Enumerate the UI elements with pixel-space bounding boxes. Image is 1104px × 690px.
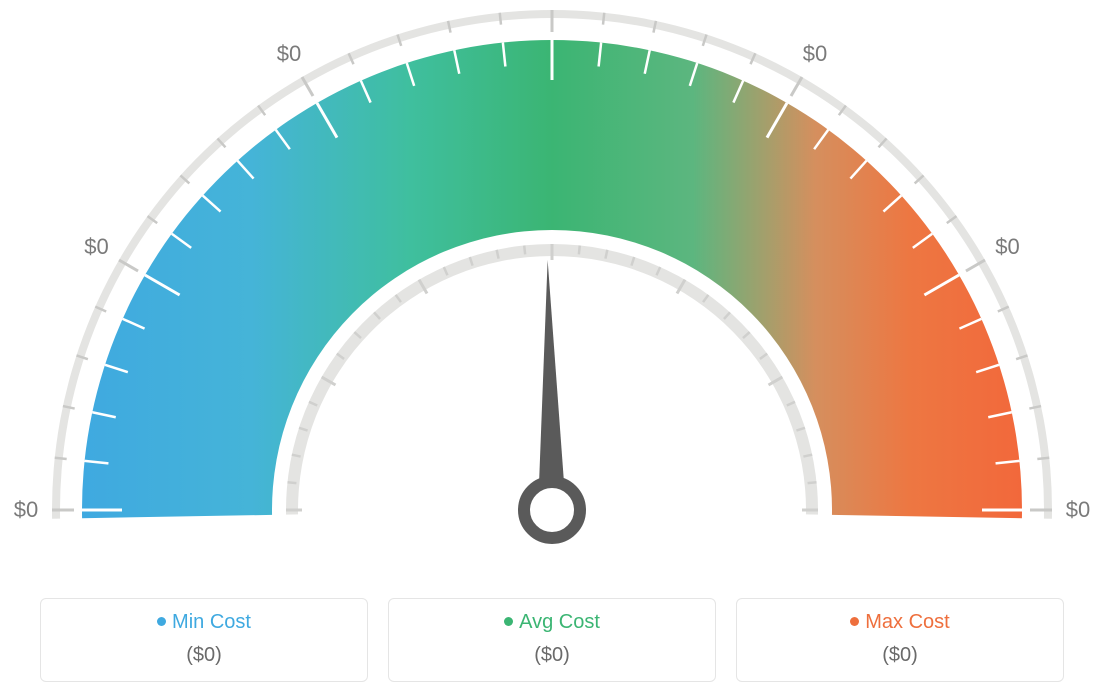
- gauge-tick-label: $0: [803, 41, 827, 67]
- legend-label-min: Min Cost: [172, 611, 251, 633]
- legend-title-avg: Avg Cost: [389, 611, 715, 634]
- legend-value-avg: ($0): [389, 644, 715, 667]
- gauge-tick-label: $0: [14, 497, 38, 523]
- gauge-tick-label: $0: [84, 234, 108, 260]
- gauge-svg: [0, 0, 1104, 560]
- legend-label-avg: Avg Cost: [519, 611, 600, 633]
- legend-card-min: Min Cost ($0): [40, 598, 368, 682]
- dot-icon: [504, 617, 513, 626]
- legend-card-avg: Avg Cost ($0): [388, 598, 716, 682]
- legend-title-min: Min Cost: [41, 611, 367, 634]
- legend-title-max: Max Cost: [737, 611, 1063, 634]
- legend-row: Min Cost ($0) Avg Cost ($0) Max Cost ($0…: [40, 598, 1064, 682]
- dot-icon: [850, 617, 859, 626]
- gauge-tick-label: $0: [277, 41, 301, 67]
- gauge-tick-label: $0: [995, 234, 1019, 260]
- legend-card-max: Max Cost ($0): [736, 598, 1064, 682]
- legend-value-max: ($0): [737, 644, 1063, 667]
- legend-value-min: ($0): [41, 644, 367, 667]
- legend-label-max: Max Cost: [865, 611, 949, 633]
- cost-gauge-chart: $0$0$0$0$0$0$0: [0, 0, 1104, 560]
- dot-icon: [157, 617, 166, 626]
- gauge-tick-label: $0: [1066, 497, 1090, 523]
